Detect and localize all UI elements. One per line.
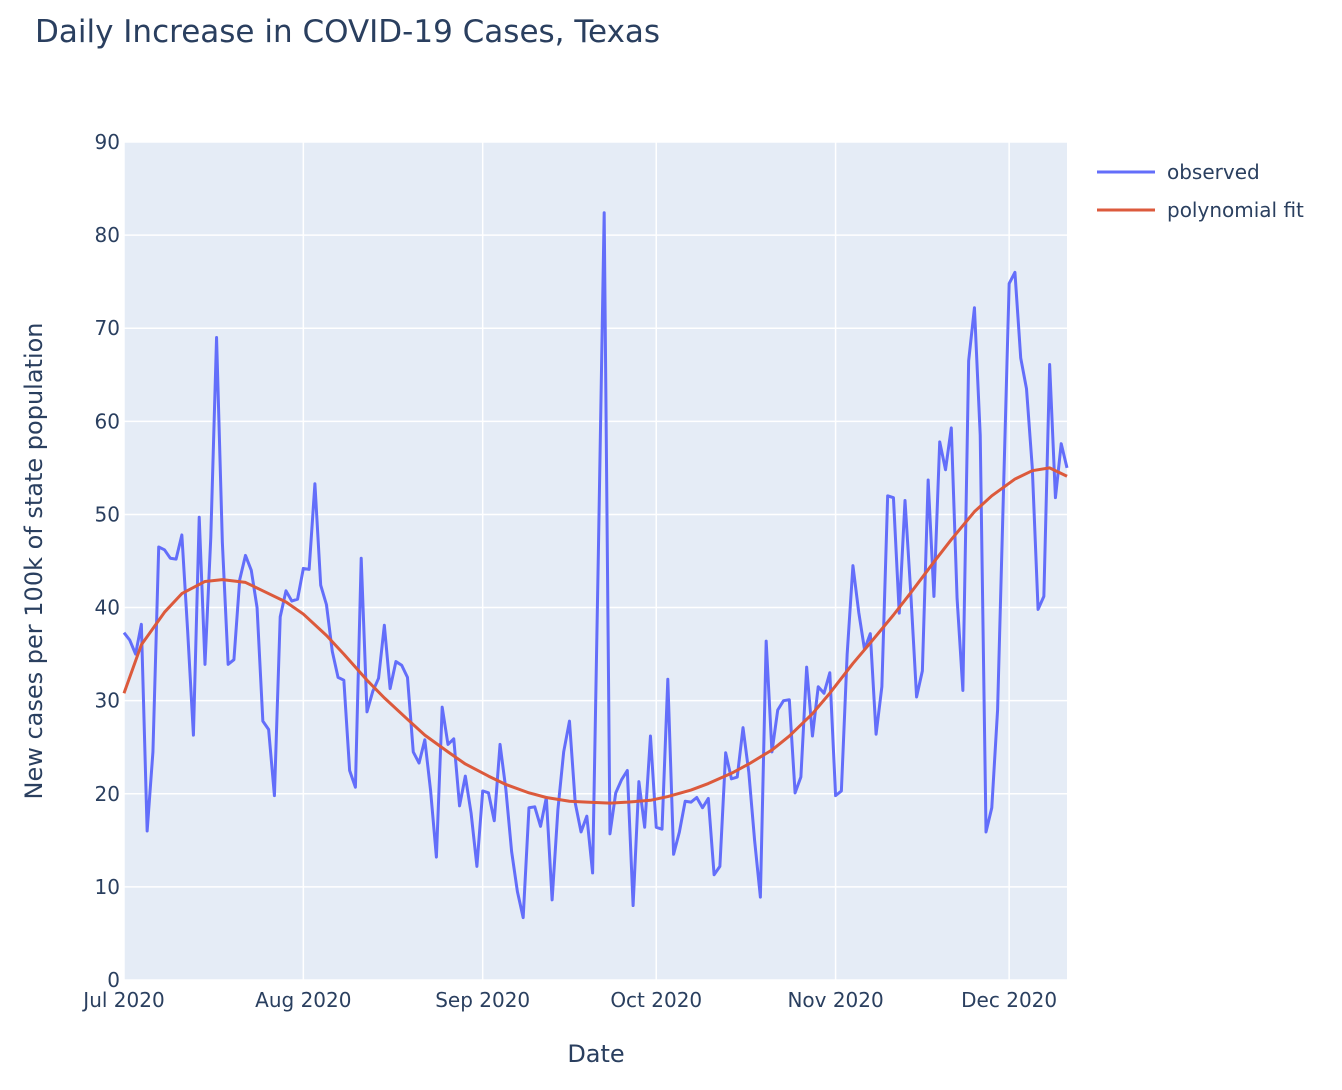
y-tick-label: 50 (95, 502, 120, 526)
y-tick-label: 80 (95, 223, 120, 247)
y-tick-label: 0 (107, 968, 120, 992)
legend: observed polynomial fit (1097, 160, 1304, 222)
x-tick-label: Aug 2020 (255, 988, 351, 1012)
y-tick-label: 70 (95, 316, 120, 340)
x-tick-label: Dec 2020 (961, 988, 1057, 1012)
y-tick-label: 90 (95, 130, 120, 154)
lines (122, 211, 1069, 920)
chart-title: Daily Increase in COVID-19 Cases, Texas (35, 14, 660, 50)
y-tick-label: 30 (95, 689, 120, 713)
y-tick-label: 20 (95, 782, 120, 806)
y-tick-label: 60 (95, 409, 120, 433)
x-axis-title: Date (567, 1040, 624, 1068)
x-tick-label: Oct 2020 (610, 988, 702, 1012)
series-line (122, 466, 1068, 805)
legend-label: polynomial fit (1167, 198, 1304, 222)
y-tick-label: 40 (95, 596, 120, 620)
legend-label: observed (1167, 160, 1260, 184)
x-tick-label: Sep 2020 (435, 988, 530, 1012)
x-tick-label: Nov 2020 (787, 988, 883, 1012)
y-tick-label: 10 (95, 875, 120, 899)
series-line (122, 211, 1069, 920)
x-tick-label: Jul 2020 (81, 988, 164, 1012)
y-axis-title: New cases per 100k of state population (20, 322, 48, 799)
